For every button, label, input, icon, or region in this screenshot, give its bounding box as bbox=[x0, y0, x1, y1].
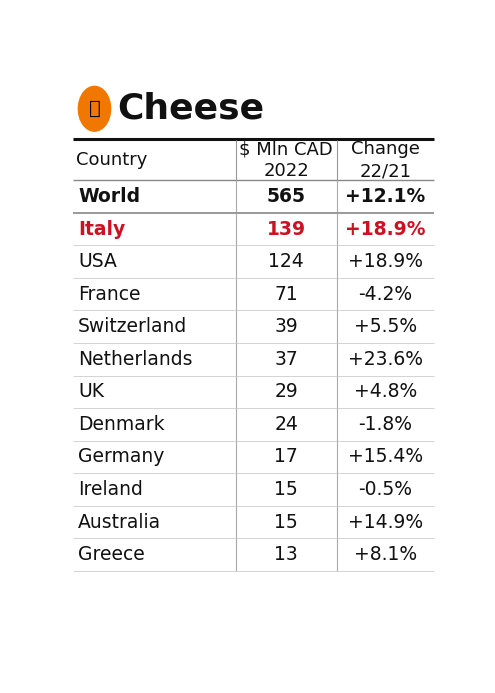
Text: Germany: Germany bbox=[78, 448, 164, 466]
Text: -1.8%: -1.8% bbox=[358, 415, 412, 434]
Text: -4.2%: -4.2% bbox=[358, 285, 412, 304]
Text: Ireland: Ireland bbox=[78, 480, 143, 499]
Text: Australia: Australia bbox=[78, 513, 161, 532]
Text: 13: 13 bbox=[274, 545, 298, 564]
Text: Country: Country bbox=[76, 151, 148, 169]
Text: UK: UK bbox=[78, 383, 104, 401]
Text: Denmark: Denmark bbox=[78, 415, 165, 434]
Text: +18.9%: +18.9% bbox=[348, 252, 423, 271]
Text: 🧀: 🧀 bbox=[89, 99, 100, 119]
Text: +14.9%: +14.9% bbox=[348, 513, 423, 532]
Text: USA: USA bbox=[78, 252, 117, 271]
Text: Cheese: Cheese bbox=[117, 91, 265, 125]
Text: World: World bbox=[78, 187, 140, 206]
Text: 24: 24 bbox=[274, 415, 298, 434]
Text: +5.5%: +5.5% bbox=[354, 317, 417, 336]
Text: 15: 15 bbox=[274, 480, 298, 499]
Circle shape bbox=[78, 87, 110, 131]
Text: 124: 124 bbox=[268, 252, 304, 271]
Text: +8.1%: +8.1% bbox=[354, 545, 417, 564]
Text: -0.5%: -0.5% bbox=[358, 480, 412, 499]
Text: +23.6%: +23.6% bbox=[348, 350, 423, 369]
Text: Greece: Greece bbox=[78, 545, 145, 564]
Text: Italy: Italy bbox=[78, 220, 125, 238]
Text: 29: 29 bbox=[274, 383, 298, 401]
Text: +18.9%: +18.9% bbox=[345, 220, 426, 238]
Text: +15.4%: +15.4% bbox=[348, 448, 423, 466]
Text: Change
22/21: Change 22/21 bbox=[351, 140, 420, 180]
Text: Netherlands: Netherlands bbox=[78, 350, 193, 369]
Text: 37: 37 bbox=[274, 350, 298, 369]
Text: 17: 17 bbox=[274, 448, 298, 466]
Text: +12.1%: +12.1% bbox=[345, 187, 425, 206]
Text: 39: 39 bbox=[274, 317, 298, 336]
Text: +4.8%: +4.8% bbox=[354, 383, 417, 401]
Text: 15: 15 bbox=[274, 513, 298, 532]
Text: France: France bbox=[78, 285, 141, 304]
Text: Switzerland: Switzerland bbox=[78, 317, 187, 336]
Text: 565: 565 bbox=[267, 187, 305, 206]
Text: $ Mln CAD
2022: $ Mln CAD 2022 bbox=[239, 140, 333, 180]
Text: 139: 139 bbox=[267, 220, 306, 238]
Text: 71: 71 bbox=[274, 285, 298, 304]
